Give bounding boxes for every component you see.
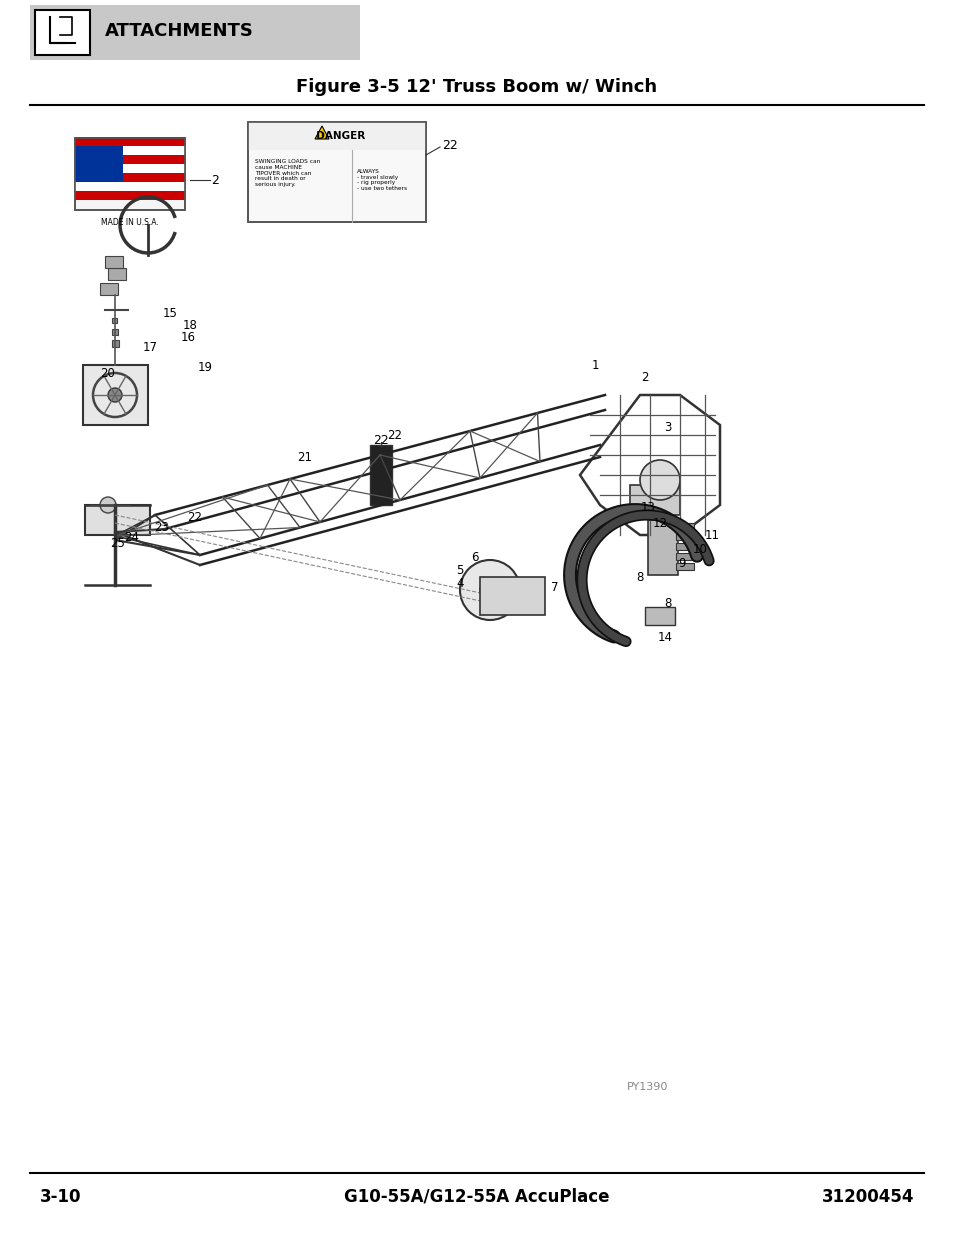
Circle shape [108, 388, 122, 403]
Text: ATTACHMENTS: ATTACHMENTS [105, 22, 253, 40]
Text: 2: 2 [211, 173, 218, 186]
Bar [75, 156, 185, 164]
Bar [629, 485, 679, 515]
Text: 5: 5 [456, 563, 463, 577]
Text: PY1390: PY1390 [627, 1082, 668, 1092]
Text: 17: 17 [142, 341, 157, 353]
Bar [75, 146, 123, 182]
Bar [105, 256, 123, 268]
Text: 31200454: 31200454 [821, 1188, 913, 1207]
Text: Figure 3-5 12' Truss Boom w/ Winch: Figure 3-5 12' Truss Boom w/ Winch [296, 78, 657, 96]
Bar [112, 317, 117, 324]
Text: 8: 8 [636, 571, 643, 583]
Bar [676, 543, 693, 550]
Bar [248, 122, 426, 222]
Text: 12: 12 [652, 516, 667, 530]
Text: 8: 8 [663, 597, 671, 610]
Text: 6: 6 [471, 551, 478, 563]
Text: 20: 20 [100, 367, 115, 379]
Bar [85, 505, 150, 535]
Text: G10-55A/G12-55A AccuPlace: G10-55A/G12-55A AccuPlace [344, 1188, 609, 1207]
Text: !: ! [320, 131, 323, 137]
Text: 24: 24 [125, 531, 139, 543]
Bar [479, 577, 544, 615]
Bar [248, 122, 426, 149]
Text: 25: 25 [111, 536, 125, 550]
Text: 19: 19 [197, 361, 213, 373]
Text: 16: 16 [180, 331, 195, 343]
Text: 10: 10 [692, 542, 707, 556]
Text: 15: 15 [162, 306, 177, 320]
Bar [35, 10, 90, 56]
Polygon shape [314, 126, 329, 140]
Bar [75, 137, 185, 146]
Circle shape [479, 580, 499, 600]
Bar [370, 445, 392, 505]
Text: 22: 22 [188, 510, 202, 524]
Bar [112, 340, 119, 347]
Bar [75, 138, 185, 210]
Text: 18: 18 [182, 319, 197, 331]
Text: 14: 14 [657, 631, 672, 643]
Bar [30, 5, 359, 61]
Bar [647, 520, 678, 576]
Bar [676, 534, 693, 540]
Bar [248, 122, 426, 222]
Bar [75, 182, 185, 191]
Circle shape [639, 459, 679, 500]
Bar [75, 146, 185, 156]
Bar [108, 268, 126, 280]
Text: 7: 7 [551, 580, 558, 594]
Bar [75, 173, 185, 182]
Text: 4: 4 [456, 577, 463, 589]
Text: 23: 23 [154, 520, 170, 534]
Text: 22: 22 [373, 433, 389, 447]
Text: MADE IN U.S.A.: MADE IN U.S.A. [101, 217, 159, 226]
Circle shape [100, 496, 116, 513]
Bar [676, 563, 693, 571]
Bar [75, 164, 185, 173]
Bar [100, 283, 118, 295]
Circle shape [459, 559, 519, 620]
Bar [112, 329, 118, 335]
Text: 9: 9 [678, 557, 685, 569]
Bar [75, 138, 185, 210]
Text: 2: 2 [640, 370, 648, 384]
Text: 21: 21 [297, 451, 313, 463]
Text: 11: 11 [703, 529, 719, 541]
Text: 3-10: 3-10 [40, 1188, 81, 1207]
Bar [83, 366, 148, 425]
Text: 13: 13 [639, 500, 655, 514]
Text: 22: 22 [387, 429, 402, 441]
Bar [75, 191, 185, 200]
Text: 22: 22 [441, 138, 457, 152]
Text: 3: 3 [663, 420, 671, 433]
Text: ALWAYS
- travel slowly
- rig properly
- use two tethers: ALWAYS - travel slowly - rig properly - … [356, 169, 407, 191]
Text: DANGER: DANGER [309, 131, 365, 141]
Bar [644, 606, 675, 625]
Text: SWINGING LOADS can
cause MACHINE
TIPOVER which can
result in death or
serious in: SWINGING LOADS can cause MACHINE TIPOVER… [254, 159, 320, 186]
Bar [676, 522, 693, 530]
Bar [676, 553, 693, 559]
Text: 1: 1 [591, 358, 598, 372]
